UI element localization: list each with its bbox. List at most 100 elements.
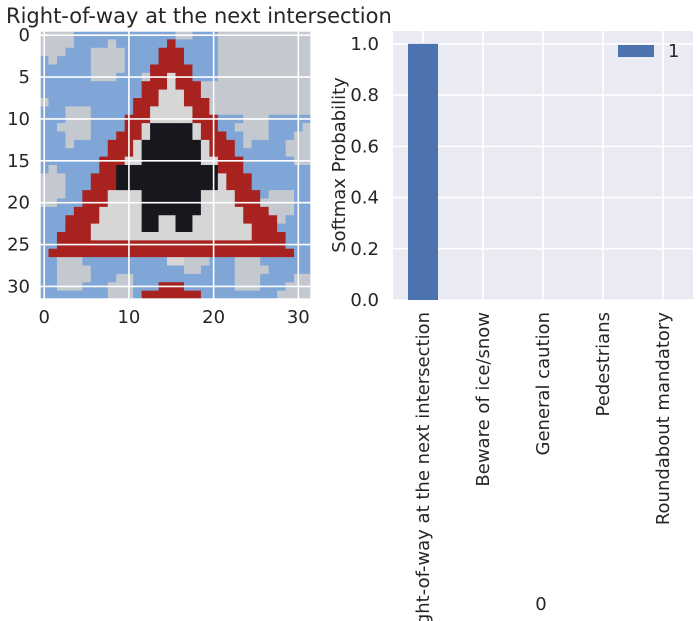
image-pixel bbox=[200, 232, 210, 241]
image-pixel bbox=[260, 131, 270, 141]
image-pixel bbox=[183, 190, 194, 200]
image-pixel bbox=[251, 181, 261, 191]
image-pixel bbox=[251, 64, 261, 74]
image-pixel bbox=[141, 265, 151, 275]
image-pixel bbox=[260, 39, 270, 49]
image-pixel bbox=[48, 173, 58, 183]
image-pixel bbox=[56, 56, 67, 66]
image-pixel bbox=[200, 265, 210, 275]
image-pixel bbox=[133, 190, 143, 200]
image-pixel bbox=[192, 206, 202, 216]
image-pixel bbox=[48, 273, 58, 283]
image-pixel bbox=[243, 123, 253, 133]
image-pixel bbox=[175, 148, 185, 158]
image-pixel bbox=[192, 148, 202, 158]
image-pixel bbox=[158, 165, 168, 174]
image-pixel bbox=[200, 64, 210, 74]
image-pixel bbox=[200, 248, 210, 258]
image-x-tick-label: 10 bbox=[117, 307, 140, 328]
image-pixel bbox=[73, 148, 83, 158]
image-pixel bbox=[200, 290, 210, 299]
image-pixel bbox=[226, 173, 236, 183]
image-pixel bbox=[268, 64, 278, 74]
image-pixel bbox=[48, 98, 58, 107]
image-pixel bbox=[107, 181, 117, 191]
image-pixel bbox=[73, 47, 83, 57]
image-pixel bbox=[133, 173, 143, 183]
image-pixel bbox=[268, 98, 278, 107]
image-pixel bbox=[116, 47, 126, 57]
image-pixel bbox=[158, 265, 168, 275]
image-pixel bbox=[116, 165, 126, 174]
image-pixel bbox=[302, 56, 311, 66]
image-pixel bbox=[175, 257, 185, 267]
image-pixel bbox=[141, 89, 151, 99]
image-pixel bbox=[90, 223, 100, 233]
image-pixel bbox=[192, 123, 202, 133]
image-pixel bbox=[175, 181, 185, 191]
image-pixel bbox=[73, 39, 83, 49]
image-pixel bbox=[251, 106, 261, 116]
image-pixel bbox=[302, 148, 311, 158]
image-pixel bbox=[73, 56, 83, 66]
image-pixel bbox=[192, 173, 202, 183]
image-pixel bbox=[277, 98, 287, 107]
image-pixel bbox=[141, 81, 151, 91]
image-pixel bbox=[167, 223, 177, 233]
image-pixel bbox=[82, 64, 92, 74]
image-pixel bbox=[82, 206, 92, 216]
image-pixel bbox=[243, 131, 253, 141]
image-pixel bbox=[141, 139, 151, 149]
image-pixel bbox=[82, 89, 92, 99]
image-pixel bbox=[82, 148, 92, 158]
image-pixel bbox=[183, 273, 194, 283]
image-y-tick-label: 20 bbox=[7, 193, 30, 214]
image-pixel bbox=[150, 206, 160, 216]
image-pixel bbox=[116, 290, 126, 299]
image-pixel bbox=[251, 223, 261, 233]
bar bbox=[408, 43, 438, 301]
image-pixel bbox=[107, 165, 117, 174]
image-panel: Right-of-way at the next intersection 0 1… bbox=[6, 4, 392, 328]
image-pixel bbox=[99, 232, 109, 241]
image-pixel bbox=[200, 131, 210, 141]
image-pixel bbox=[167, 89, 177, 99]
image-pixel bbox=[158, 190, 168, 200]
image-pixel bbox=[226, 148, 236, 158]
image-pixel bbox=[141, 165, 151, 174]
image-pixel bbox=[234, 123, 244, 133]
image-pixel bbox=[82, 98, 92, 107]
image-pixel bbox=[260, 273, 270, 283]
image-pixel bbox=[285, 39, 295, 49]
image-pixel bbox=[175, 106, 185, 116]
image-pixel bbox=[234, 98, 244, 107]
image-pixel bbox=[285, 190, 295, 200]
image-pixel bbox=[141, 123, 151, 133]
image-pixel bbox=[158, 123, 168, 133]
image-pixel bbox=[217, 206, 227, 216]
image-pixel bbox=[260, 165, 270, 174]
image-pixel bbox=[141, 39, 151, 49]
image-pixel bbox=[277, 223, 287, 233]
image-pixel bbox=[107, 190, 117, 200]
image-pixel bbox=[277, 290, 287, 299]
image-pixel bbox=[234, 165, 244, 174]
image-pixel bbox=[192, 81, 202, 91]
y-tick-label: 0.8 bbox=[350, 85, 379, 106]
image-pixel bbox=[285, 89, 295, 99]
image-pixel bbox=[277, 273, 287, 283]
image-pixel bbox=[116, 139, 126, 149]
image-pixel bbox=[200, 148, 210, 158]
image-pixel bbox=[48, 47, 58, 57]
image-pixel bbox=[277, 47, 287, 57]
image-pixel bbox=[234, 257, 244, 267]
image-pixel bbox=[48, 190, 58, 200]
legend-entry: 1 bbox=[668, 41, 679, 62]
image-pixel bbox=[226, 223, 236, 233]
image-pixel bbox=[150, 123, 160, 133]
image-pixel bbox=[217, 265, 227, 275]
image-pixel bbox=[65, 39, 75, 49]
image-pixel bbox=[56, 257, 67, 267]
image-pixel bbox=[107, 64, 117, 74]
image-pixel bbox=[90, 64, 100, 74]
